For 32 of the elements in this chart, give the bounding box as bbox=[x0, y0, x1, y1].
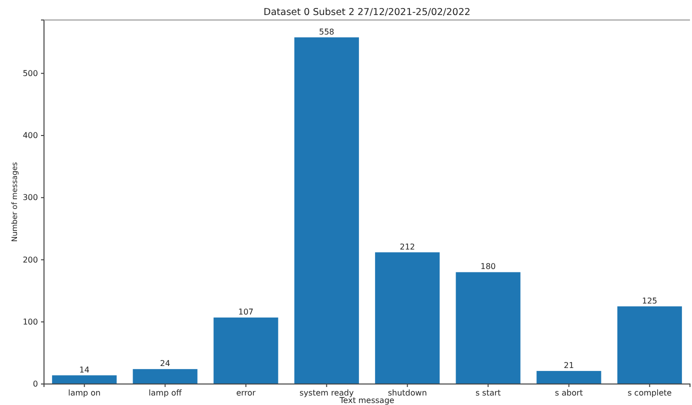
data-label: 21 bbox=[564, 360, 574, 370]
bar bbox=[536, 370, 602, 384]
y-tick-label: 100 bbox=[22, 317, 38, 326]
bar bbox=[294, 37, 359, 384]
bar bbox=[132, 369, 198, 384]
y-tick-label: 400 bbox=[22, 131, 38, 140]
data-label: 180 bbox=[480, 262, 496, 272]
x-tick-label: s complete bbox=[628, 388, 672, 398]
x-tick-label: lamp off bbox=[148, 388, 182, 398]
bar bbox=[52, 375, 117, 384]
data-label: 212 bbox=[400, 242, 416, 252]
y-tick-label: 0 bbox=[32, 380, 38, 389]
x-tick-label: error bbox=[236, 388, 256, 398]
y-tick-label: 200 bbox=[22, 255, 38, 264]
y-tick-label: 500 bbox=[22, 68, 38, 78]
y-tick-label: 300 bbox=[22, 193, 38, 202]
chart-title: Dataset 0 Subset 2 27/12/2021-25/02/2022 bbox=[264, 7, 470, 18]
x-tick-label: s start bbox=[475, 388, 501, 398]
bar bbox=[214, 318, 278, 384]
x-tick-label: shutdown bbox=[388, 388, 427, 398]
data-label: 125 bbox=[642, 296, 658, 306]
data-label: 558 bbox=[318, 27, 334, 36]
x-tick-label: system ready bbox=[300, 388, 354, 398]
data-label: 14 bbox=[79, 365, 90, 374]
x-axis-title: Text message bbox=[338, 396, 394, 405]
bar bbox=[375, 252, 440, 384]
x-tick-label: s abort bbox=[554, 388, 583, 398]
bar bbox=[456, 272, 520, 384]
x-tick-label: lamp on bbox=[68, 388, 101, 398]
data-label: 24 bbox=[160, 359, 170, 368]
data-label: 107 bbox=[238, 308, 254, 317]
bar bbox=[617, 306, 682, 384]
